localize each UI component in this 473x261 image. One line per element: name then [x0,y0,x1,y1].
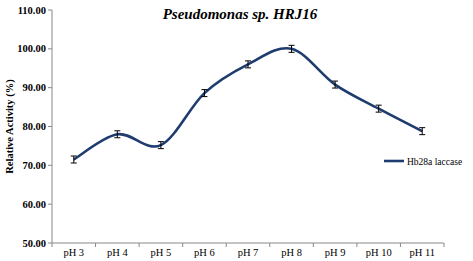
error-cap [158,148,164,149]
x-tick-label: pH 6 [194,247,215,258]
error-cap [158,141,164,142]
error-stem [422,128,423,135]
error-bar [332,81,338,88]
series-line [74,48,422,159]
y-tick-label: 90.00 [22,82,46,93]
x-tick-label: pH 10 [366,247,392,258]
y-tick [48,10,52,11]
x-tick-label: pH 4 [107,247,128,258]
error-bar [376,105,382,112]
y-tick-label: 100.00 [17,43,46,54]
x-tick [400,243,401,247]
x-tick-label: pH 11 [409,247,435,258]
error-cap [376,105,382,106]
y-axis-label: Relative Activity (%) [4,79,16,174]
error-bar [289,45,295,52]
y-tick [48,165,52,166]
error-cap [332,88,338,89]
error-cap [289,52,295,53]
x-tick-label: pH 3 [63,247,84,258]
error-cap [201,96,207,97]
chart: Pseudomonas sp. HRJ16 Relative Activity (… [0,0,473,261]
y-tick [48,126,52,127]
error-stem [117,131,118,138]
error-bar [114,131,120,138]
y-tick-label: 70.00 [22,160,46,171]
x-tick-label: pH 9 [325,247,346,258]
x-tick [95,243,96,247]
legend-swatch [384,160,404,163]
error-cap [332,81,338,82]
x-tick-label: pH 8 [281,247,302,258]
x-tick [313,243,314,247]
error-stem [204,90,205,97]
error-bar [201,90,207,97]
y-tick [48,204,52,205]
error-cap [245,60,251,61]
error-stem [291,45,292,52]
legend-label: Hb28a laccase [407,157,462,167]
x-tick [444,243,445,247]
title: Pseudomonas sp. HRJ16 [163,6,318,22]
error-stem [378,105,379,112]
error-cap [71,156,77,157]
error-bar [419,128,425,135]
y-tick [48,243,52,244]
y-tick [48,48,52,49]
x-tick [226,243,227,247]
error-cap [376,112,382,113]
x-tick [356,243,357,247]
x-axis [52,243,444,244]
x-tick [52,243,53,247]
error-cap [114,137,120,138]
error-bar [245,61,251,68]
x-tick [182,243,183,247]
error-cap [245,67,251,68]
x-tick [269,243,270,247]
error-cap [419,134,425,135]
x-tick-label: pH 7 [238,247,259,258]
y-tick-label: 60.00 [22,199,46,210]
error-stem [160,142,161,149]
error-bar [158,142,164,149]
y-tick-label: 80.00 [22,121,46,132]
y-tick-label: 50.00 [22,238,46,249]
error-stem [73,156,74,163]
error-cap [114,130,120,131]
x-tick-label: pH 5 [151,247,172,258]
error-cap [419,127,425,128]
plot-area [71,45,425,163]
y-tick-label: 110.00 [18,5,46,16]
error-cap [71,163,77,164]
x-tick [139,243,140,247]
error-cap [201,89,207,90]
error-stem [335,81,336,88]
error-bar [71,156,77,163]
error-stem [248,61,249,68]
error-cap [289,45,295,46]
y-tick [48,87,52,88]
